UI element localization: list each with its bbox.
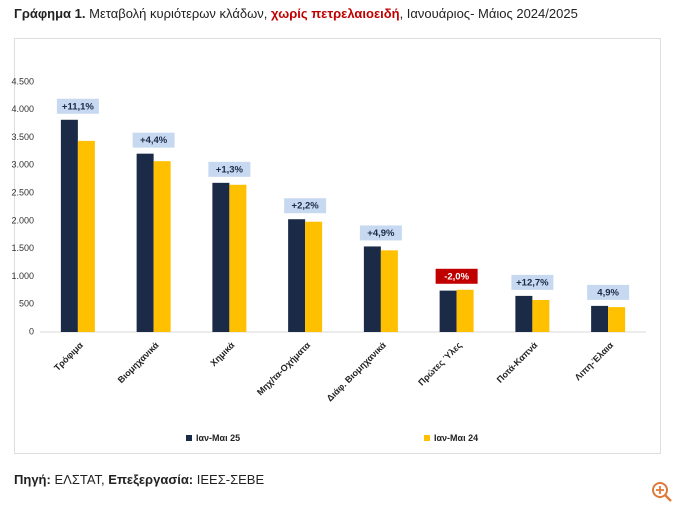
legend-swatch	[424, 435, 430, 441]
bar	[288, 219, 306, 332]
title-block: Γράφημα 1. Μεταβολή κυριότερων κλάδων, χ…	[14, 6, 578, 21]
processing-label: Επεξεργασία:	[108, 472, 194, 487]
y-tick-label: 4.500	[11, 76, 34, 86]
legend-label: Ιαν-Μαι 25	[196, 433, 240, 443]
annotation: -2,0%	[444, 271, 469, 282]
annotation: +4,4%	[140, 135, 168, 146]
x-tick-label: Χημικά	[208, 340, 236, 368]
x-tick-label: Λιπη-Έλαια	[573, 340, 616, 383]
bar	[305, 221, 323, 332]
annotation-box	[587, 284, 630, 300]
x-tick-label: Πρώτες Ύλες	[416, 340, 464, 388]
annotation: 4,9%	[597, 287, 619, 298]
bar	[136, 153, 154, 332]
y-tick-label: 3.500	[11, 132, 34, 142]
bar	[363, 246, 381, 332]
processing: ΙΕΕΣ-ΣΕΒΕ	[196, 472, 265, 487]
annotation: +2,2%	[292, 201, 320, 212]
annotation-box	[132, 132, 175, 148]
y-tick-label: 500	[19, 299, 34, 309]
annotation-box	[56, 98, 99, 114]
source-label: Πηγή:	[14, 472, 51, 487]
annotation-box	[208, 161, 251, 177]
annotation-box	[359, 225, 402, 241]
y-tick-label: 2.500	[11, 187, 34, 197]
title-label: Γράφημα 1.	[14, 6, 86, 21]
bar	[515, 295, 533, 332]
bar	[77, 140, 95, 332]
zoom-icon[interactable]	[652, 482, 672, 502]
y-tick-label: 0	[29, 326, 34, 336]
x-tick-label: Βιομηχανικά	[116, 340, 161, 385]
bar	[380, 250, 398, 332]
bar	[532, 299, 550, 332]
bar	[153, 161, 171, 332]
annotation: +12,7%	[516, 277, 549, 288]
bar	[456, 289, 474, 332]
annotation-box	[435, 268, 478, 284]
x-tick-label: Μηχ/τα-Οχήματα	[255, 340, 313, 398]
title-highlight: χωρίς πετρελαιοειδή	[271, 6, 400, 21]
x-tick-label: Ποτά-Καπνά	[495, 340, 540, 385]
bar	[229, 184, 247, 332]
bar	[608, 307, 626, 332]
chart-frame	[14, 38, 661, 454]
source-block: Πηγή: ΕΛΣΤΑΤ, Επεξεργασία: ΙΕΕΣ-ΣΕΒΕ	[14, 472, 264, 487]
y-tick-label: 1.500	[11, 243, 34, 253]
y-tick-label: 2.000	[11, 215, 34, 225]
legend-label: Ιαν-Μαι 24	[434, 433, 478, 443]
y-tick-label: 4.000	[11, 104, 34, 114]
title: Μεταβολή κυριότερων κλάδων,	[89, 6, 268, 21]
x-tick-label: Τρόφιμα	[52, 340, 85, 373]
annotation: +4,9%	[367, 228, 395, 239]
bar	[439, 290, 457, 332]
source: ΕΛΣΤΑΤ,	[54, 472, 105, 487]
bar	[591, 305, 609, 332]
y-tick-label: 3.000	[11, 160, 34, 170]
annotation: +11,1%	[62, 101, 95, 112]
title-end: , Ιανουάριος- Μάιος 2024/2025	[399, 6, 578, 21]
annotation: +1,3%	[216, 164, 244, 175]
x-tick-label: Διάφ. Βιομηχανικά	[325, 340, 389, 404]
annotation-box	[284, 198, 327, 214]
bar	[212, 182, 230, 332]
annotation-box	[511, 274, 554, 290]
y-tick-label: 1.000	[11, 271, 34, 281]
bar	[60, 119, 78, 333]
legend-swatch	[186, 435, 192, 441]
